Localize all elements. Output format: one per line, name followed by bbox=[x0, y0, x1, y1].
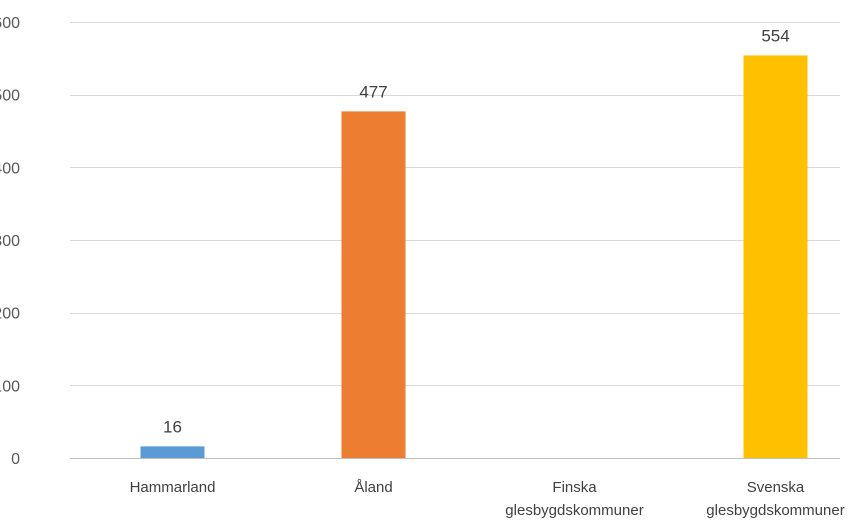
y-axis-ticks: 0 100 200 300 400 500 600 bbox=[0, 15, 20, 468]
data-label-1: 477 bbox=[359, 82, 387, 101]
y-tick-label-0: 0 bbox=[11, 451, 20, 468]
y-tick-label-500: 500 bbox=[0, 88, 20, 105]
bar-3 bbox=[743, 55, 808, 458]
x-category-label-2-0: Finska bbox=[552, 479, 597, 496]
y-tick-label-400: 400 bbox=[0, 160, 20, 177]
x-axis-categories: Hammarland Åland Finska glesbygdskommuner Sv… bbox=[130, 479, 845, 519]
x-category-label-1-0: Åland bbox=[354, 479, 392, 496]
y-tick-label-200: 200 bbox=[0, 306, 20, 323]
bar-0 bbox=[140, 446, 205, 458]
x-category-label-3-1: glesbygdskommuner bbox=[706, 502, 844, 519]
bar-1 bbox=[341, 111, 406, 458]
y-tick-label-300: 300 bbox=[0, 233, 20, 250]
y-tick-label-100: 100 bbox=[0, 378, 20, 395]
y-tick-label-600: 600 bbox=[0, 15, 20, 32]
bars bbox=[140, 55, 808, 458]
gridlines bbox=[70, 22, 840, 459]
data-label-0: 16 bbox=[163, 417, 182, 436]
x-category-label-2-1: glesbygdskommuner bbox=[505, 502, 643, 519]
x-category-label-3-0: Svenska bbox=[747, 479, 805, 496]
x-category-label-0-0: Hammarland bbox=[130, 479, 216, 496]
data-label-3: 554 bbox=[761, 26, 789, 45]
data-labels: 16 477 554 bbox=[163, 26, 790, 436]
